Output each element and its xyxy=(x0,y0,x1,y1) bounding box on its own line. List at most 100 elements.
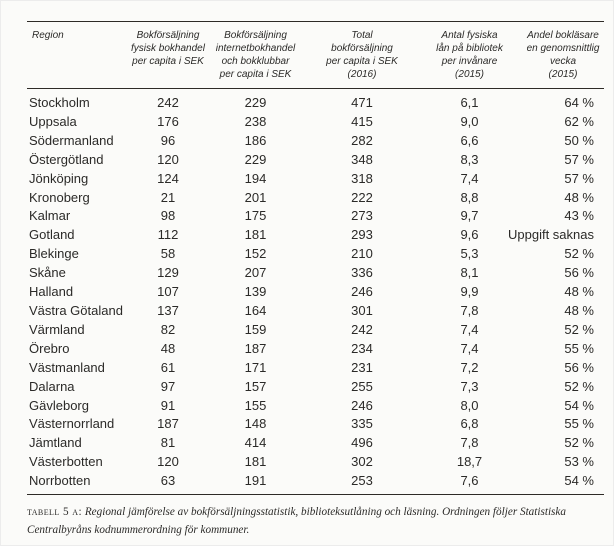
cell-laesare: Uppgift saknas xyxy=(508,226,604,245)
cell-value: Uppgift saknas xyxy=(508,227,594,243)
cell-total: 255 xyxy=(351,378,373,394)
column-header-internet: Bokförsäljning internetbokhandel och bokkl… xyxy=(204,21,307,89)
cell-internet: 181 xyxy=(244,227,267,243)
cell-fysisk: 137 xyxy=(157,302,179,318)
cell-region: Västerbotten xyxy=(29,454,103,470)
table-row: Dalarna 97 157 255 7,3 52 % xyxy=(27,378,604,397)
cell-laesare: 48 % xyxy=(522,302,604,321)
cell-internet: 207 xyxy=(244,265,267,281)
cell-region: Dalarna xyxy=(29,378,75,394)
cell-laesare: 53 % xyxy=(522,453,604,472)
cell-lan: 7,3 xyxy=(460,378,479,394)
cell-total: 234 xyxy=(351,340,373,356)
cell-region: Gävleborg xyxy=(29,397,89,413)
cell-value: 54 % xyxy=(564,473,594,489)
cell-region: Södermanland xyxy=(29,132,114,148)
table-row: Kalmar 98 175 273 9,7 43 % xyxy=(27,207,604,226)
column-header-line: och bokklubbar xyxy=(221,56,290,67)
table-row: Jämtland 81 414 496 7,8 52 % xyxy=(27,434,604,453)
cell-fysisk: 120 xyxy=(157,151,179,167)
cell-laesare: 56 % xyxy=(522,359,604,378)
cell-lan: 8,1 xyxy=(460,265,479,281)
column-header-lan: Antal fysiska lån på bibliotek per invånar… xyxy=(417,21,522,89)
table-row: Västra Götaland 137 164 301 7,8 48 % xyxy=(27,302,604,321)
cell-region: Jämtland xyxy=(29,435,82,451)
table-caption-label: tabell 5 a: xyxy=(27,506,83,518)
cell-value: 64 % xyxy=(564,95,594,110)
cell-laesare: 57 % xyxy=(522,170,604,189)
cell-fysisk: 91 xyxy=(160,397,176,413)
cell-fysisk: 107 xyxy=(157,284,179,300)
cell-laesare: 52 % xyxy=(522,245,604,264)
table-row: Västmanland 61 171 231 7,2 56 % xyxy=(27,359,604,378)
cell-lan: 6,8 xyxy=(460,416,479,432)
cell-lan: 9,6 xyxy=(460,227,479,243)
cell-region: Östergötland xyxy=(29,151,104,167)
cell-internet: 229 xyxy=(244,95,267,110)
cell-internet: 164 xyxy=(244,302,267,318)
table-caption: tabell 5 a: Regional jämförelse av bokfö… xyxy=(27,503,607,539)
cell-laesare: 62 % xyxy=(522,113,604,132)
cell-total: 210 xyxy=(351,246,373,262)
cell-region: Gotland xyxy=(29,227,75,243)
column-header-line: bokförsäljning xyxy=(331,43,393,54)
cell-region: Norrbotten xyxy=(29,473,91,489)
column-header-line: en genomsnittlig xyxy=(526,43,600,54)
column-header-laesare: Andel bokläsare en genomsnittlig vecka (201… xyxy=(522,21,604,89)
table-row: Västernorrland 187 148 335 6,8 55 % xyxy=(27,415,604,434)
column-header-line: vecka xyxy=(549,56,577,67)
cell-value: 56 % xyxy=(564,359,594,375)
cell-fysisk: 98 xyxy=(160,208,176,224)
column-header-line: per capita i SEK xyxy=(132,56,204,67)
cell-total: 496 xyxy=(351,435,373,451)
cell-total: 335 xyxy=(351,416,373,432)
cell-lan: 8,0 xyxy=(460,397,479,413)
cell-region: Västra Götaland xyxy=(29,302,123,318)
cell-internet: 414 xyxy=(244,435,267,451)
cell-region: Västernorrland xyxy=(29,416,115,432)
cell-total: 282 xyxy=(351,132,373,148)
cell-lan: 7,2 xyxy=(460,359,479,375)
cell-laesare: 43 % xyxy=(522,207,604,226)
cell-fysisk: 97 xyxy=(160,378,176,394)
cell-lan: 7,4 xyxy=(460,321,479,337)
table-row: Stockholm 242 229 471 6,1 64 % xyxy=(27,89,604,113)
cell-fysisk: 124 xyxy=(157,170,179,186)
cell-lan: 7,4 xyxy=(460,170,479,186)
table-row: Norrbotten 63 191 253 7,6 54 % xyxy=(27,472,604,494)
cell-laesare: 55 % xyxy=(522,415,604,434)
table-row: Södermanland 96 186 282 6,6 50 % xyxy=(27,132,604,151)
cell-value: 52 % xyxy=(564,321,594,337)
table-caption-text: Regional jämförelse av bokförsäljningsst… xyxy=(27,506,566,536)
cell-value: 52 % xyxy=(564,246,594,262)
column-header-line: Region xyxy=(32,30,64,41)
column-header-line: (2015) xyxy=(455,69,484,80)
column-header-line: per invånare xyxy=(441,56,498,67)
cell-value: 52 % xyxy=(564,378,594,394)
cell-lan: 9,7 xyxy=(460,208,479,224)
cell-lan: 18,7 xyxy=(456,454,483,470)
column-header-fysisk: Bokförsäljning fysisk bokhandel per capita… xyxy=(131,21,205,89)
cell-laesare: 50 % xyxy=(522,132,604,151)
cell-lan: 8,3 xyxy=(460,151,479,167)
cell-region: Kronoberg xyxy=(29,189,90,205)
cell-fysisk: 187 xyxy=(157,416,179,432)
header-row: Region Bokförsäljning fysisk bokhandel per … xyxy=(27,21,604,89)
cell-fysisk: 63 xyxy=(160,473,176,489)
cell-internet: 175 xyxy=(244,208,267,224)
column-header-line: Antal fysiska xyxy=(441,30,498,41)
table-row: Örebro 48 187 234 7,4 55 % xyxy=(27,340,604,359)
column-header-line: Bokförsäljning xyxy=(224,30,287,41)
cell-lan: 7,4 xyxy=(460,340,479,356)
column-header-total: Total bokförsäljning per capita i SEK (2016… xyxy=(307,21,417,89)
column-header-line: (2016) xyxy=(347,69,377,80)
cell-laesare: 52 % xyxy=(522,434,604,453)
cell-internet: 194 xyxy=(244,170,267,186)
regional-comparison-table: Region Bokförsäljning fysisk bokhandel per … xyxy=(27,21,604,496)
cell-lan: 6,1 xyxy=(460,95,479,110)
cell-region: Värmland xyxy=(29,321,85,337)
cell-fysisk: 129 xyxy=(157,265,179,281)
cell-value: 52 % xyxy=(564,435,594,451)
column-header-line: per capita i SEK xyxy=(219,69,292,80)
